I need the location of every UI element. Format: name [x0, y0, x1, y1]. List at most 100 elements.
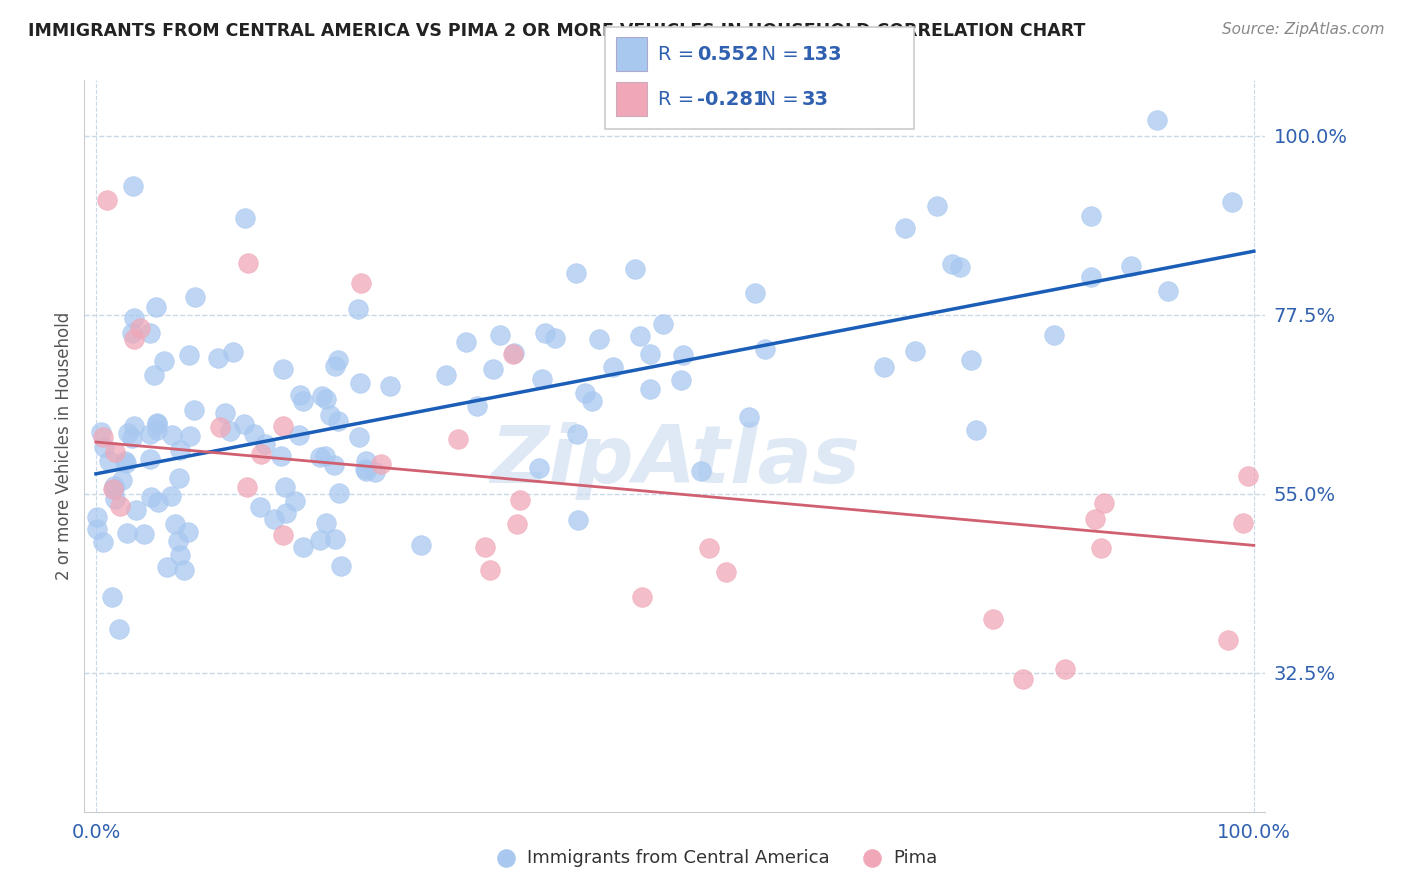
Point — [232, 417, 254, 431]
Point — [184, 289, 207, 303]
Point — [173, 563, 195, 577]
Point — [738, 410, 761, 425]
Point — [529, 460, 551, 475]
Point — [166, 533, 188, 548]
Point — [503, 346, 526, 360]
Point — [1157, 285, 1180, 299]
Point — [716, 565, 738, 579]
Point — [624, 262, 647, 277]
Point — [326, 414, 349, 428]
Point — [284, 493, 307, 508]
Point — [111, 473, 134, 487]
Point — [146, 417, 169, 431]
Point — [689, 464, 711, 478]
Point — [288, 428, 311, 442]
Point — [160, 427, 183, 442]
Point — [219, 424, 242, 438]
Point — [326, 353, 349, 368]
Point — [1236, 469, 1258, 483]
Point — [273, 419, 295, 434]
Point — [628, 329, 651, 343]
Point — [138, 451, 160, 466]
Point — [108, 622, 131, 636]
Point — [482, 362, 505, 376]
Point — [447, 433, 470, 447]
Point — [117, 425, 139, 440]
Point — [273, 362, 295, 376]
Point — [495, 851, 517, 865]
Point — [744, 286, 766, 301]
Point — [941, 257, 963, 271]
Point — [250, 447, 273, 461]
Point — [981, 612, 1004, 626]
Point — [159, 489, 181, 503]
Point — [233, 211, 256, 225]
Point — [1011, 673, 1033, 687]
Point — [249, 500, 271, 514]
Point — [330, 558, 353, 573]
Point — [1121, 259, 1143, 273]
Point — [169, 549, 191, 563]
Point — [91, 430, 114, 444]
Point — [436, 368, 458, 383]
Point — [177, 525, 200, 540]
Point — [1042, 328, 1064, 343]
Text: ZipAtlas: ZipAtlas — [489, 422, 860, 500]
Point — [565, 266, 588, 280]
Point — [860, 851, 883, 865]
Point — [114, 453, 136, 467]
Point — [122, 311, 145, 326]
Point — [1232, 516, 1254, 530]
Point — [271, 528, 294, 542]
Point — [142, 368, 165, 382]
Point — [86, 509, 108, 524]
Text: -0.281: -0.281 — [697, 89, 768, 109]
Point — [139, 326, 162, 341]
Point — [253, 436, 276, 450]
Point — [165, 516, 187, 531]
Point — [91, 535, 114, 549]
Point — [754, 342, 776, 356]
Text: N =: N = — [749, 89, 806, 109]
Point — [1220, 194, 1243, 209]
Point — [456, 334, 478, 349]
Point — [315, 516, 337, 531]
Point — [263, 512, 285, 526]
Point — [124, 419, 146, 434]
Point — [354, 464, 377, 478]
Text: Source: ZipAtlas.com: Source: ZipAtlas.com — [1222, 22, 1385, 37]
Point — [350, 276, 373, 290]
Point — [101, 590, 124, 604]
Point — [214, 406, 236, 420]
Point — [588, 332, 610, 346]
Point — [183, 403, 205, 417]
Point — [1080, 269, 1102, 284]
Text: 0.552: 0.552 — [697, 45, 759, 64]
Point — [274, 480, 297, 494]
Point — [270, 449, 292, 463]
Point — [894, 220, 917, 235]
Point — [669, 374, 692, 388]
Point — [565, 426, 588, 441]
Point — [103, 479, 125, 493]
Text: Pima: Pima — [893, 849, 936, 867]
Point — [141, 490, 163, 504]
Point — [125, 503, 148, 517]
Point — [209, 420, 232, 434]
Point — [965, 423, 987, 437]
Point — [146, 423, 169, 437]
Point — [949, 260, 972, 274]
Point — [347, 430, 370, 444]
Point — [489, 328, 512, 343]
Point — [1083, 511, 1105, 525]
Point — [97, 453, 120, 467]
Point — [122, 178, 145, 193]
Point — [1090, 541, 1112, 555]
Y-axis label: 2 or more Vehicles in Household: 2 or more Vehicles in Household — [55, 312, 73, 580]
Point — [128, 321, 150, 335]
Point — [697, 541, 720, 555]
Point — [638, 347, 661, 361]
Point — [349, 376, 371, 390]
Point — [236, 256, 259, 270]
Point — [328, 485, 350, 500]
